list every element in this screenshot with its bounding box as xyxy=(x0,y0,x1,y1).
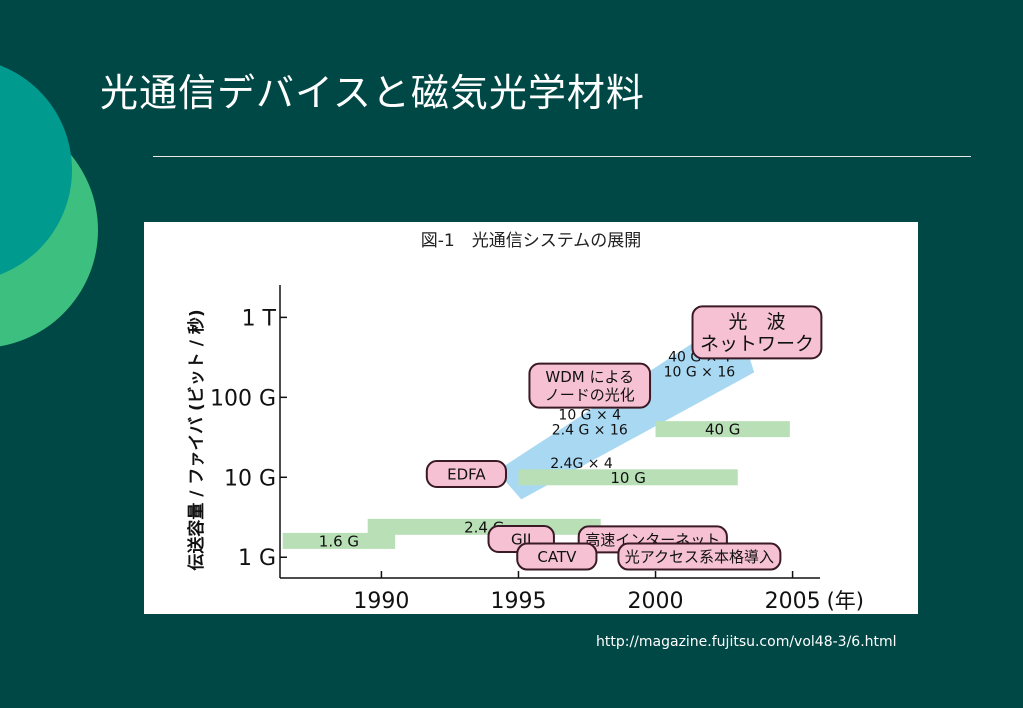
y-tick-label-3: 1 T xyxy=(242,306,277,331)
x-tick-label-0: 1990 xyxy=(353,589,409,614)
capacity-bar-0 xyxy=(282,532,396,549)
milestone-label-1-0: WDM による xyxy=(545,368,634,386)
decorative-circles xyxy=(0,65,98,347)
source-url: http://magazine.fujitsu.com/vol48-3/6.ht… xyxy=(596,634,897,650)
title-underline xyxy=(153,156,971,157)
milestone-pill-0 xyxy=(425,459,507,488)
x-tick-label-1: 1995 xyxy=(490,589,546,614)
x-tick-label-2: 2000 xyxy=(628,589,684,614)
y-tick-label-1: 10 G xyxy=(224,466,276,491)
milestone-label-5: CATV xyxy=(537,548,577,566)
milestone-pill-2 xyxy=(691,305,823,360)
trend-label-1-0: 10 G × 4 xyxy=(558,408,621,424)
milestone-label-2-1: ネットワーク xyxy=(700,333,814,355)
capacity-bar-label-3: 40 G xyxy=(705,421,740,439)
y-tick-label-0: 1 G xyxy=(238,546,276,571)
chart-svg: 図-1 光通信システムの展開 伝送容量 / ファイバ (ビット / 秒) (年)… xyxy=(186,231,864,614)
trend-label-2-1: 10 G × 16 xyxy=(664,364,736,380)
trend-label-0-0: 2.4G × 4 xyxy=(550,456,613,472)
x-axis-unit: (年) xyxy=(827,589,864,613)
milestone-label-2-0: 光 波 xyxy=(728,311,785,333)
milestone-label-0: EDFA xyxy=(447,465,486,483)
slide-title: 光通信デバイスと磁気光学材料 xyxy=(100,71,645,115)
teal-decor-circle xyxy=(0,65,72,275)
milestone-pill-6 xyxy=(617,542,782,571)
x-tick-label-3: 2005 xyxy=(765,589,821,614)
capacity-bar-3 xyxy=(655,421,790,438)
y-tick-label-2: 100 G xyxy=(210,386,276,411)
trend-label-1-1: 2.4 G × 16 xyxy=(552,423,628,439)
chart-panel: 図-1 光通信システムの展開 伝送容量 / ファイバ (ビット / 秒) (年)… xyxy=(144,222,918,614)
y-axis-label: 伝送容量 / ファイバ (ビット / 秒) xyxy=(186,309,207,570)
capacity-bar-2 xyxy=(518,469,738,486)
milestone-label-6: 光アクセス系本格導入 xyxy=(625,548,774,566)
capacity-bar-label-0: 1.6 G xyxy=(319,532,359,550)
milestone-label-1-1: ノードの光化 xyxy=(545,386,635,404)
chart-title: 図-1 光通信システムの展開 xyxy=(421,231,641,251)
milestone-pill-1 xyxy=(528,362,652,409)
milestone-pill-5 xyxy=(516,542,598,571)
capacity-bar-label-2: 10 G xyxy=(610,469,645,487)
